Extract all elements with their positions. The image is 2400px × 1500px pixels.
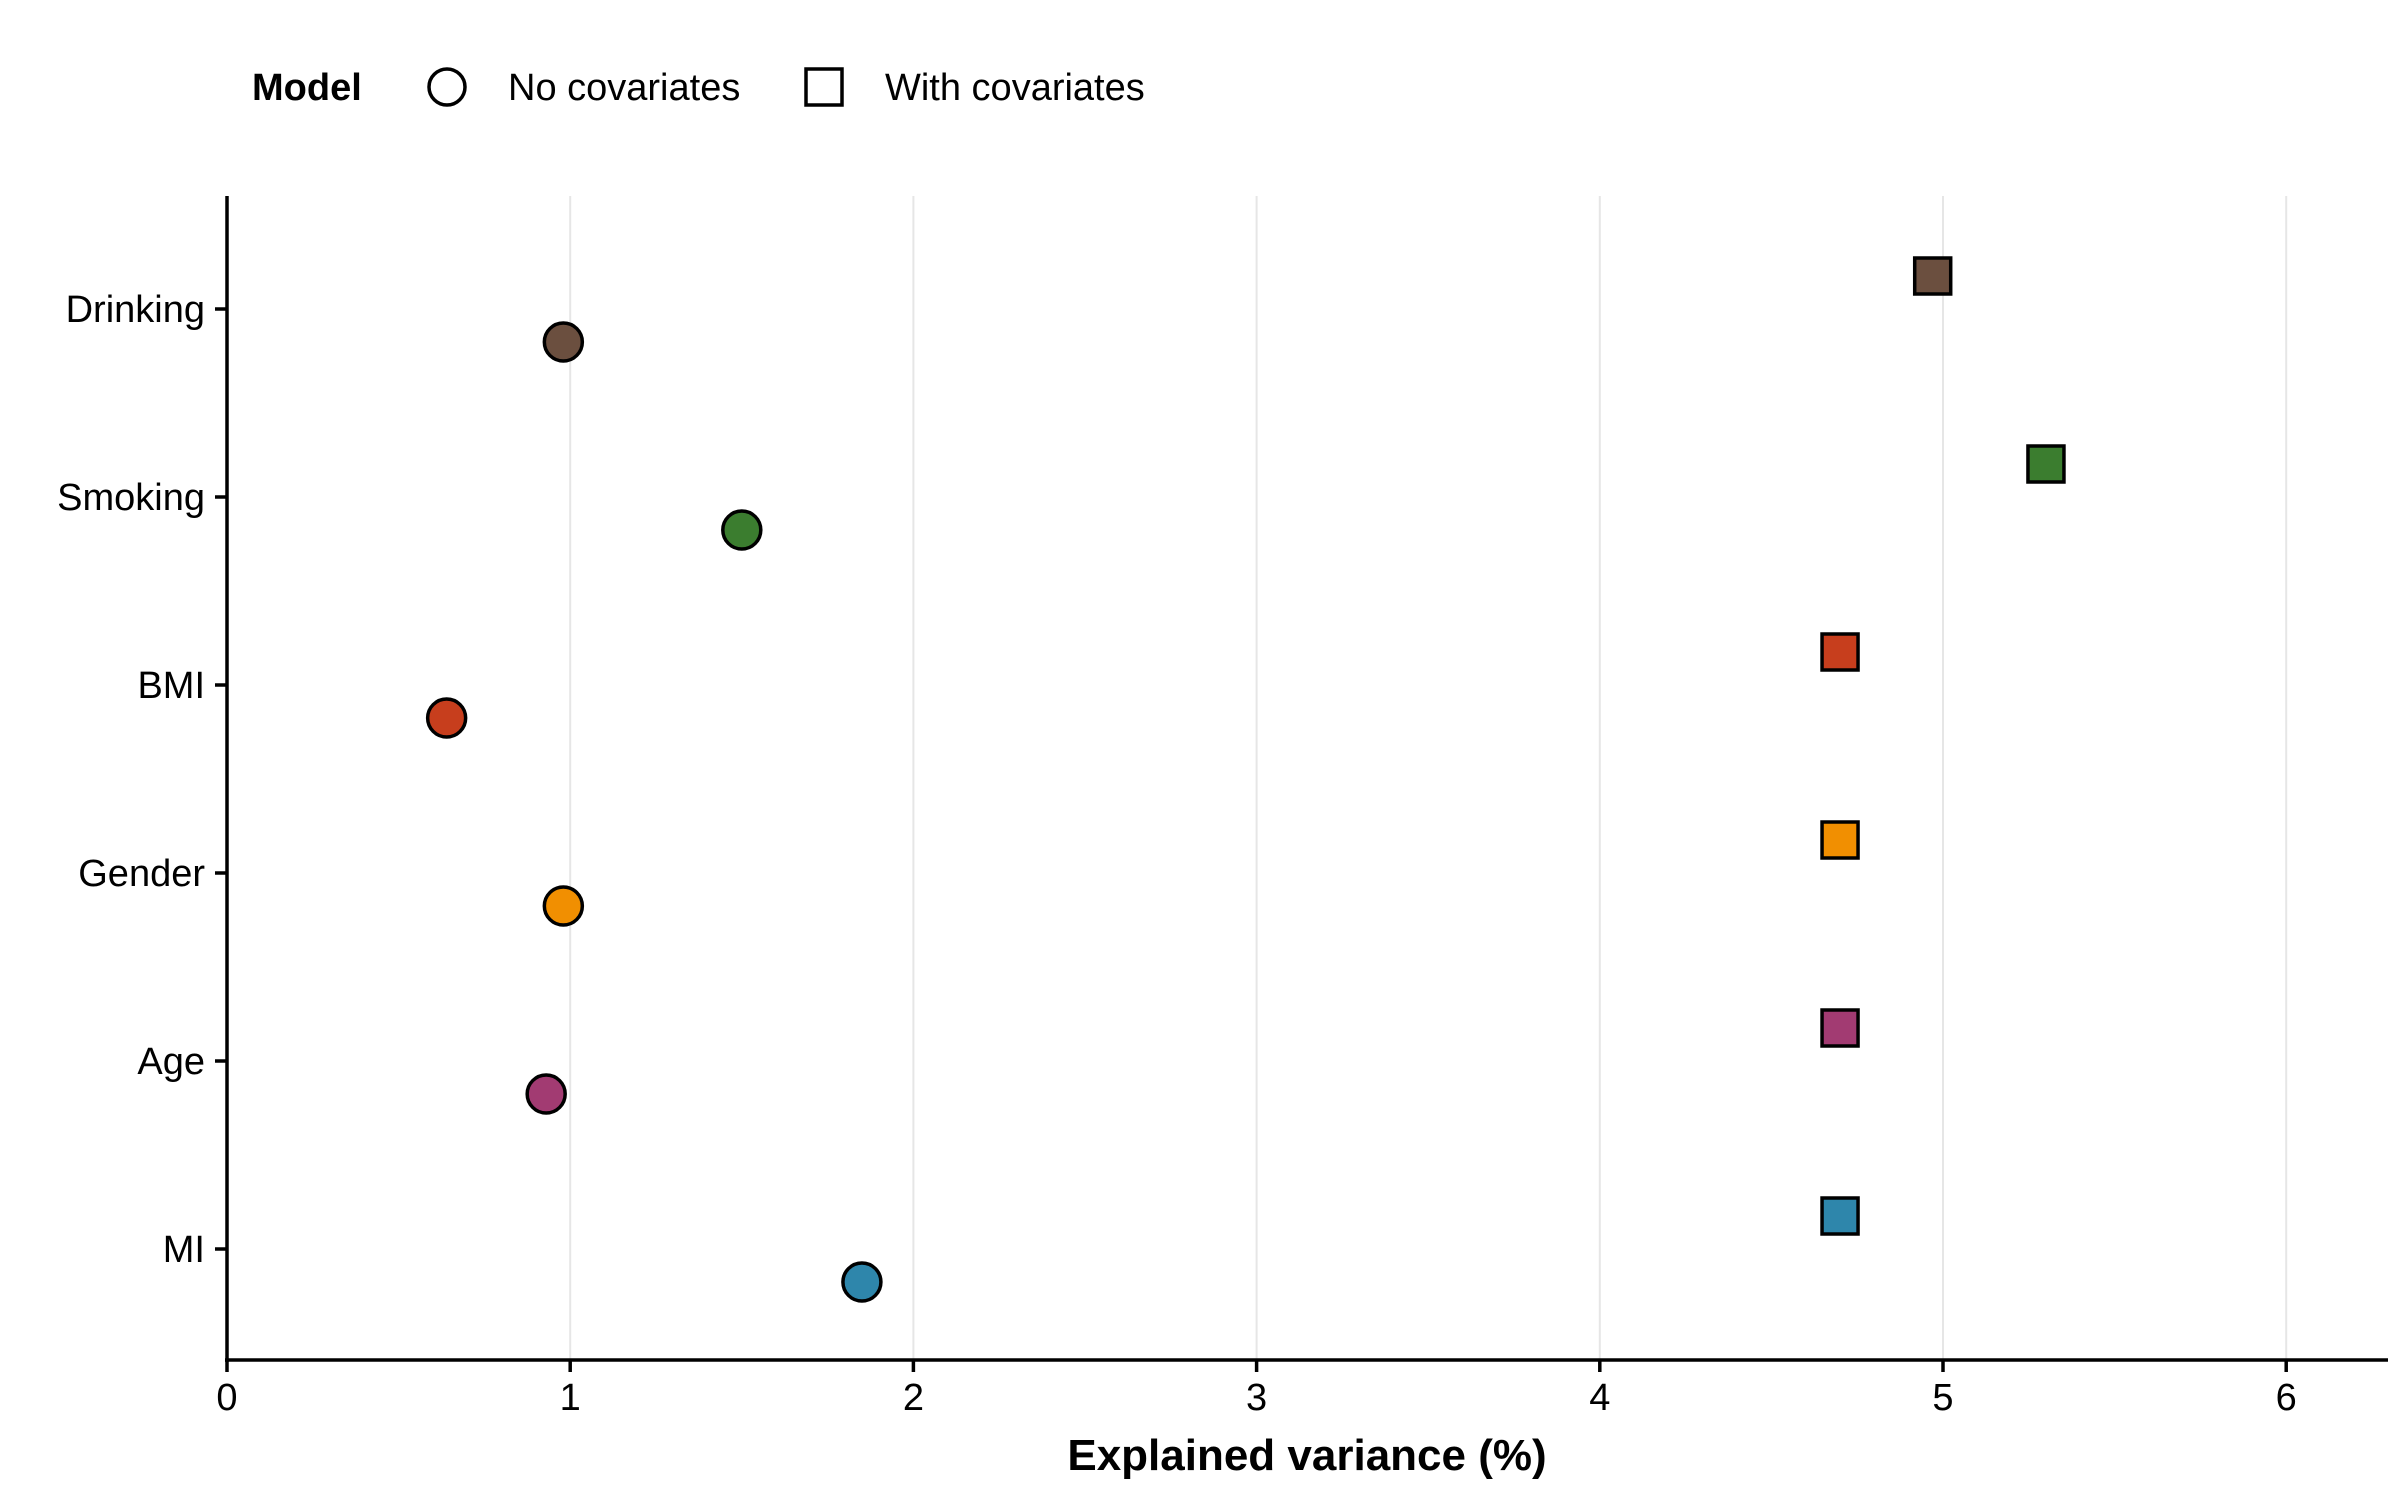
legend-square-key: [804, 67, 844, 107]
point-with-covariates-smoking: [2026, 444, 2066, 484]
legend: Model No covariates With covariates: [252, 67, 1145, 109]
y-tick-label-smoking: Smoking: [57, 477, 205, 519]
y-tick-label-bmi: BMI: [137, 665, 205, 707]
point-with-covariates-gender: [1820, 820, 1860, 860]
point-no-covariates-gender: [542, 885, 585, 927]
y-tick-label-age: Age: [137, 1041, 205, 1083]
axes: 0 1 2 3 4 5 6 MI Age Gender BMI Smoking Drinking: [57, 196, 2388, 1419]
point-no-covariates-drinking: [542, 321, 585, 363]
y-tick-label-drinking: Drinking: [66, 289, 205, 331]
point-no-covariates-smoking: [721, 509, 763, 551]
y-tick-label-mi: MI: [163, 1229, 205, 1271]
legend-label-no-covariates: No covariates: [508, 67, 740, 109]
point-no-covariates-mi: [841, 1261, 883, 1303]
x-tick-label-3: 3: [1246, 1377, 1267, 1419]
point-with-covariates-mi: [1820, 1196, 1860, 1236]
x-tick-label-5: 5: [1932, 1377, 1953, 1419]
x-tick-label-1: 1: [560, 1377, 581, 1419]
legend-label-with-covariates: With covariates: [885, 67, 1145, 109]
legend-circle-key: [427, 67, 467, 107]
x-tick-label-4: 4: [1589, 1377, 1610, 1419]
x-tick-label-2: 2: [903, 1377, 924, 1419]
y-tick-label-gender: Gender: [78, 853, 205, 895]
point-with-covariates-age: [1820, 1008, 1860, 1048]
point-no-covariates-bmi: [425, 697, 468, 739]
x-axis-title: Explained variance (%): [1067, 1431, 1546, 1480]
x-tick-label-0: 0: [216, 1377, 237, 1419]
grid-lines: [569, 196, 2288, 1360]
x-tick-label-6: 6: [2276, 1377, 2297, 1419]
point-with-covariates-bmi: [1820, 632, 1860, 672]
legend-title: Model: [252, 67, 362, 109]
point-with-covariates-drinking: [1912, 256, 1953, 296]
data-marks: [425, 256, 2066, 1303]
point-no-covariates-age: [525, 1073, 567, 1115]
